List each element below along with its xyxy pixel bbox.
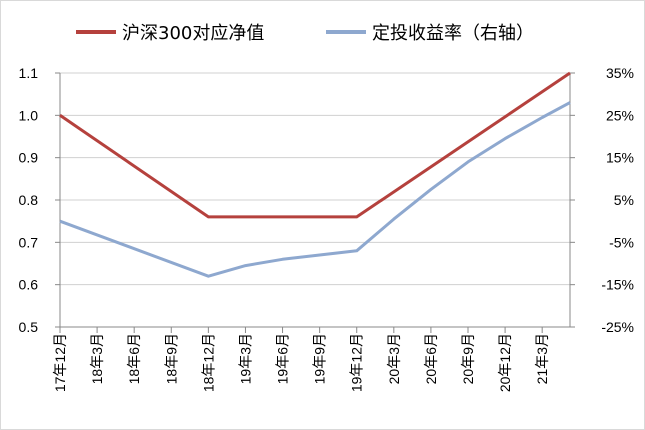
right-tick-label: -25%: [601, 319, 634, 335]
grid-lines: [60, 72, 570, 328]
right-tick-label: -15%: [601, 277, 634, 293]
left-tick-label: 1.0: [19, 107, 39, 123]
left-tick-label: 0.7: [19, 234, 39, 250]
series-line-2: [59, 101, 571, 278]
x-tick-label: 17年12月: [52, 333, 68, 392]
left-axis-ticks: 0.5 0.6 0.7 0.8 0.9 1.0 1.1: [19, 65, 60, 335]
x-tick-label: 18年3月: [89, 333, 105, 384]
legend-label: 定投收益率（右轴）: [372, 23, 534, 44]
x-tick-label: 21年3月: [534, 333, 550, 384]
right-tick-label: 5%: [614, 192, 634, 208]
x-tick-label: 19年9月: [312, 333, 328, 384]
right-axis-ticks: -25% -15% -5% 5% 15% 25% 35%: [570, 65, 634, 335]
left-tick-label: 0.9: [19, 150, 39, 166]
legend: 沪深300对应净值 定投收益率（右轴）: [76, 23, 534, 44]
right-tick-label: 15%: [606, 150, 634, 166]
x-tick-label: 19年3月: [237, 333, 253, 384]
right-tick-label: -5%: [609, 234, 634, 250]
left-tick-label: 1.1: [19, 65, 39, 81]
x-tick-label: 19年12月: [349, 333, 365, 392]
x-tick-label: 18年6月: [126, 333, 142, 384]
series-line-1: [59, 71, 571, 219]
x-tick-label: 18年9月: [163, 333, 179, 384]
x-tick-label: 20年9月: [460, 333, 476, 384]
left-tick-label: 0.6: [19, 277, 39, 293]
right-tick-label: 25%: [606, 107, 634, 123]
legend-label: 沪深300对应净值: [122, 23, 264, 44]
x-tick-label: 20年3月: [386, 333, 402, 384]
x-tick-label: 19年6月: [275, 333, 291, 384]
series-lines: [59, 71, 571, 278]
x-axis-ticks: 17年12月 18年3月 18年6月 18年9月 18年12月 19年3月 19年6月 19年…: [52, 327, 550, 392]
x-tick-label: 18年12月: [200, 333, 216, 392]
x-tick-label: 20年6月: [423, 333, 439, 384]
left-tick-label: 0.5: [19, 319, 39, 335]
left-tick-label: 0.8: [19, 192, 39, 208]
x-tick-label: 20年12月: [497, 333, 513, 392]
right-tick-label: 35%: [606, 65, 634, 81]
